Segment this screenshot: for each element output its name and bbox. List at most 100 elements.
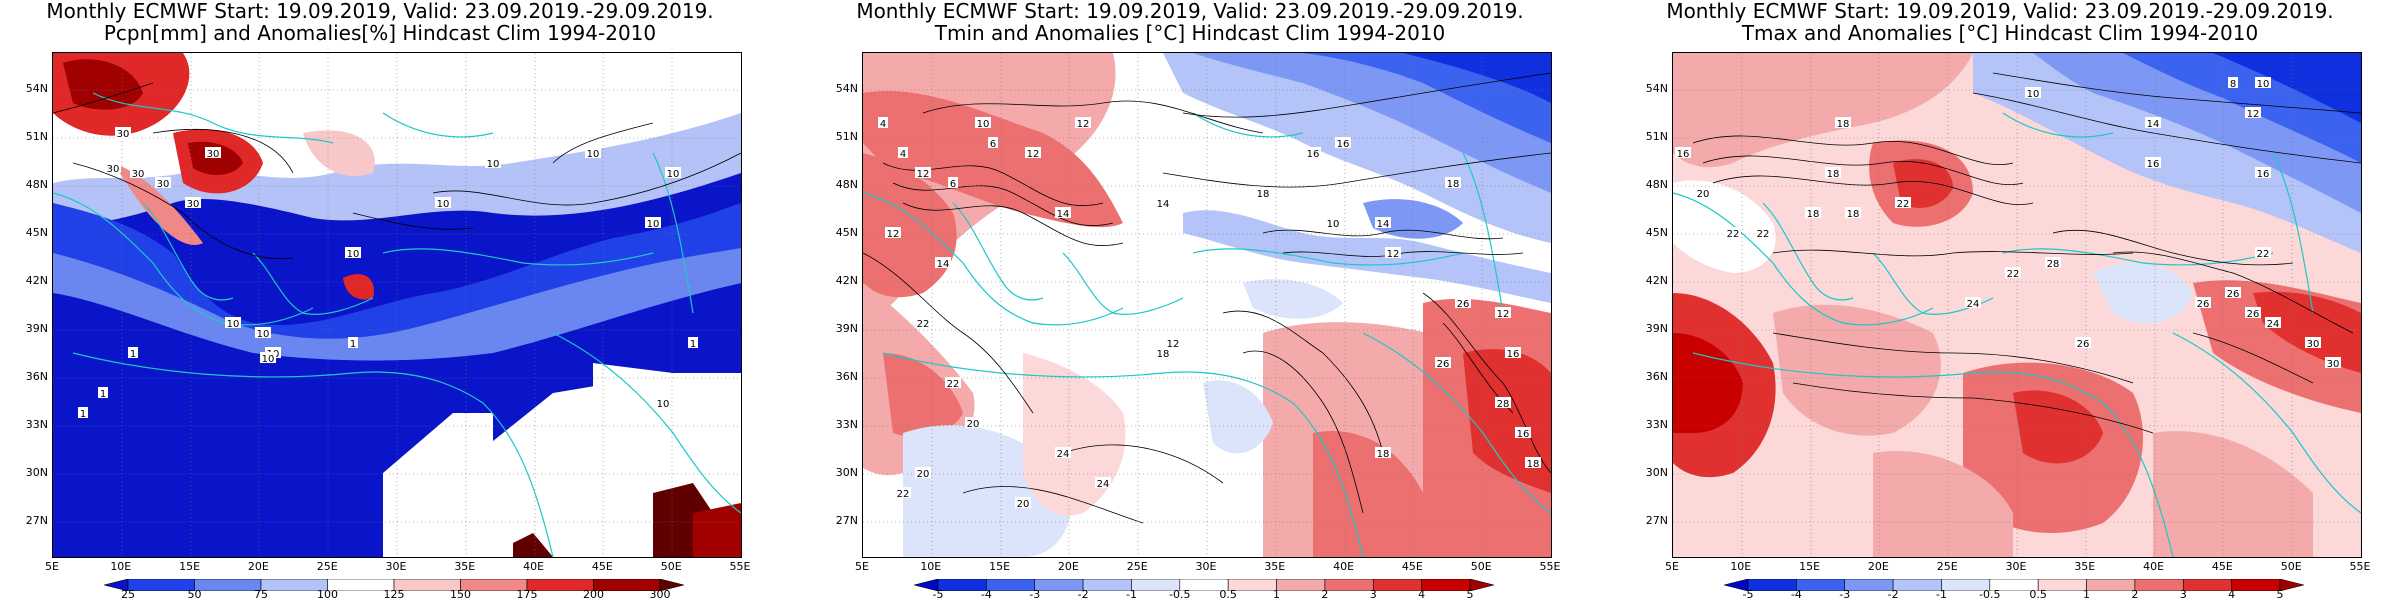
lat-label: 45N [25,226,48,239]
lon-label: 55E [1539,560,1561,573]
colorbar-svg [103,578,685,592]
colorbar-tick-label: 1 [2083,588,2091,601]
contour-label-bg [1155,347,1171,358]
contour-label: 16 [2147,159,2160,170]
lat-label: 48N [835,178,858,191]
contour-label-bg [1495,307,1511,318]
contour-label-bg [915,317,931,328]
colorbar-tick-label: -1 [1935,588,1947,601]
contour-label-bg [1455,297,1471,308]
contour-label: 4 [880,119,886,130]
colorbar-high-arrow [2279,578,2305,592]
contour-label-bg [898,147,908,158]
colorbar-tick-label: 125 [383,588,405,601]
lat-label: 54N [25,82,48,95]
contour-label: 16 [2257,169,2270,180]
contour-label-bg [1695,187,1711,198]
contour-label-bg [98,387,108,398]
contour-label: 10 [977,119,990,130]
contour-label-bg [1375,447,1391,458]
contour-label: 12 [887,229,900,240]
contour-label-bg [105,162,121,173]
contour-label-bg [1305,147,1321,158]
contour-label: 16 [1307,149,1320,160]
contour-label-bg [348,337,358,348]
colorbar-tick-label: 2 [2131,588,2139,601]
contour-label-bg [485,157,501,168]
contour-label: 22 [897,489,910,500]
contour-label: 14 [937,259,950,270]
tmax-colorbar [1723,576,2305,592]
lon-label: 50E [2280,560,2302,573]
contour-label: 20 [917,469,930,480]
tmin-colorbar [913,576,1495,592]
colorbar-tick-label: -5 [1742,588,1754,601]
contour-label-bg [155,177,171,188]
lat-label: 30N [25,466,48,479]
contour-label: 10 [587,149,600,160]
lon-label: 5E [45,560,59,573]
contour-label-bg [2255,77,2271,88]
contour-label: 12 [1027,149,1040,160]
contour-label: 12 [1497,309,1510,320]
colorbar-tick-label: 25 [121,588,135,601]
contour-label-bg [988,137,998,148]
lon-label: 35E [454,560,476,573]
contour-label-bg [1325,217,1341,228]
lat-label: 42N [835,274,858,287]
contour-label: 30 [207,149,220,160]
contour-label: 18 [1837,119,1850,130]
tmax-contour-labels: 10 8 10 14 12 16 18 18 16 16 20 22 22 18 18 22 24 22 26 26 2… [1675,77,2341,370]
contour-label: 22 [1897,199,1910,210]
lat-label: 54N [835,82,858,95]
lon-label: 45E [1401,560,1423,573]
contour-label: 18 [1447,179,1460,190]
contour-label: 24 [1967,299,1980,310]
lat-label: 45N [835,226,858,239]
lon-label: 20E [1867,560,1889,573]
colorbar-tick-label: 200 [583,588,604,601]
contour-label: 16 [1507,349,1520,360]
contour-label: 6 [990,139,996,150]
contour-label-bg [1165,337,1181,348]
lon-label: 40E [2143,560,2165,573]
contour-label: 18 [1257,189,1270,200]
contour-label: 14 [1057,209,1070,220]
contour-label: 10 [667,169,680,180]
contour-label: 30 [132,169,145,180]
contour-label: 18 [1807,209,1820,220]
contour-label-bg [2245,307,2261,318]
contour-label-bg [1335,137,1351,148]
contour-label-bg [2075,337,2091,348]
contour-label-bg [2145,117,2161,128]
contour-label: 10 [2257,79,2270,90]
contour-label-bg [115,127,131,138]
contour-label: 10 [2027,89,2040,100]
contour-label-bg [1965,297,1981,308]
contour-label: 16 [1337,139,1350,150]
contour-label: 16 [1677,149,1690,160]
contour-label-bg [345,247,361,258]
lon-label: 10E [110,560,132,573]
lon-label: 50E [1470,560,1492,573]
contour-label: 22 [947,379,960,390]
lat-label: 42N [25,274,48,287]
colorbar-svg [913,578,1495,592]
contour-label-bg [2255,167,2271,178]
colorbar-tick-label: -4 [980,588,992,601]
lon-label: 5E [855,560,869,573]
lat-label: 42N [1645,274,1668,287]
contour-label-bg [1095,477,1111,488]
contour-label-bg [1515,427,1531,438]
lon-label: 45E [2211,560,2233,573]
colorbar-tick-label: 3 [1369,588,1377,601]
lon-label: 15E [989,560,1011,573]
contour-label-bg [1075,117,1091,128]
lon-label: 55E [2349,560,2371,573]
contour-label: 26 [2197,299,2210,310]
contour-label: 30 [187,199,200,210]
contour-label: 12 [1077,119,1090,130]
lon-label: 10E [1730,560,1752,573]
tmax-panel: Monthly ECMWF Start: 19.09.2019, Valid: … [1620,0,2380,601]
contour-label: 26 [1457,299,1470,310]
